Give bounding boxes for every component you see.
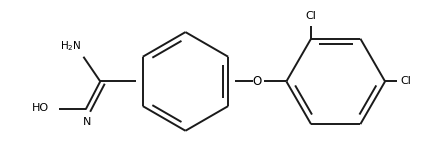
Text: H$_2$N: H$_2$N — [60, 40, 81, 53]
Text: HO: HO — [32, 103, 49, 113]
Text: O: O — [252, 75, 261, 88]
Text: Cl: Cl — [400, 76, 411, 86]
Text: N: N — [82, 117, 91, 127]
Text: Cl: Cl — [305, 11, 316, 21]
